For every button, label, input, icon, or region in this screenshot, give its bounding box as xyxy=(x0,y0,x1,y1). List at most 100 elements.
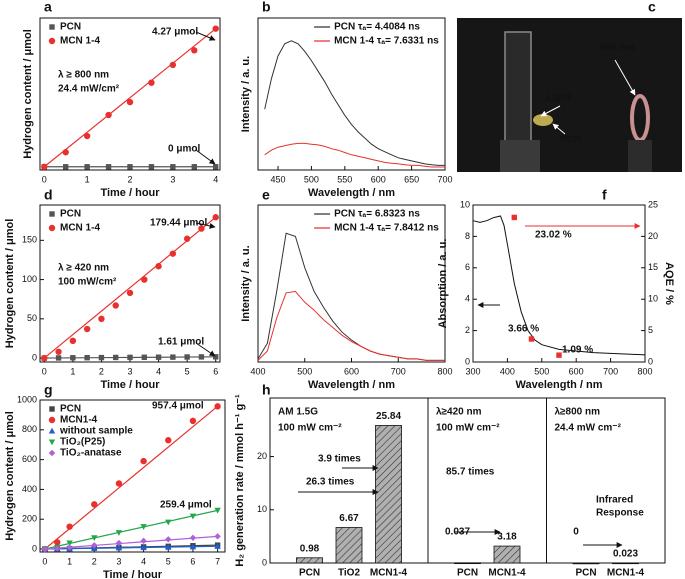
panel-label: e xyxy=(262,187,270,203)
marker xyxy=(112,302,119,309)
marker xyxy=(140,457,147,465)
x-tick-label: 3 xyxy=(127,366,132,376)
series-line xyxy=(257,290,445,361)
annotation: Response xyxy=(596,508,644,519)
annotation: 3.9 times xyxy=(318,454,361,465)
x-tick-label: 800 xyxy=(637,366,652,376)
marker xyxy=(213,164,219,170)
annotation: 259.4 μmol xyxy=(160,500,212,511)
marker xyxy=(191,47,198,54)
marker xyxy=(126,289,134,297)
x-axis-label: Wavelength / nm xyxy=(308,187,395,199)
annotation: Light xyxy=(546,93,571,104)
annotation: λ ≥ 420 nm xyxy=(58,263,109,274)
x-axis-label: Wavelength / nm xyxy=(516,379,603,391)
arrow xyxy=(195,222,216,229)
marker xyxy=(213,354,219,360)
x-tick-label: PCN xyxy=(457,568,478,579)
legend-label: PCN xyxy=(60,209,81,220)
marker xyxy=(170,354,176,360)
x-tick-label: 5 xyxy=(166,556,171,566)
x-tick-label: 0 xyxy=(42,366,47,376)
y-axis-label: Hydrogen content / μmol xyxy=(4,411,16,541)
y-axis-label: Intensity / a. u. xyxy=(240,245,252,321)
marker xyxy=(41,545,49,553)
marker xyxy=(48,427,56,434)
marker xyxy=(189,543,197,550)
marker xyxy=(49,406,55,412)
x-tick-label: PCN xyxy=(299,568,320,579)
holder xyxy=(500,140,540,172)
marker xyxy=(115,530,123,536)
plot-frame xyxy=(257,17,446,171)
y-tick-label: 0 xyxy=(465,356,470,366)
x-tick-label: 2 xyxy=(99,366,104,376)
annotation: 1.09 % xyxy=(562,345,593,356)
x-tick-label: 500 xyxy=(297,366,312,376)
marker xyxy=(49,211,55,217)
legend-label: without sample xyxy=(59,426,133,437)
marker xyxy=(155,354,162,360)
plot-frame xyxy=(39,399,226,553)
group-label: λ≥420 nm xyxy=(436,407,482,418)
group-label: AM 1.5G xyxy=(278,407,318,418)
group-note: 100 mW cm⁻² xyxy=(436,423,500,434)
marker xyxy=(70,355,76,361)
marker xyxy=(212,25,219,32)
marker xyxy=(140,537,147,545)
annotation: λ ≥ 800 nm xyxy=(58,70,109,81)
x-tick-label: 4 xyxy=(213,174,218,184)
x-tick-label: 700 xyxy=(437,174,452,184)
x-axis-label: Time / hour xyxy=(100,187,160,199)
legend-label: PCN τₐ= 4.4084 ns xyxy=(334,22,420,33)
marker xyxy=(49,24,55,30)
legend-label: MCN1-4 xyxy=(60,415,98,426)
bar-value-label: 0.023 xyxy=(613,549,638,560)
x-tick-label: 7 xyxy=(215,556,220,566)
marker xyxy=(556,352,562,358)
marker xyxy=(66,544,73,551)
x-tick-label: 2 xyxy=(127,174,132,184)
marker xyxy=(66,540,73,547)
marker xyxy=(189,534,197,542)
annotation: 800 nm xyxy=(600,43,635,54)
x-tick-label: 450 xyxy=(271,174,286,184)
x-tick-label: 3 xyxy=(170,174,175,184)
marker xyxy=(41,354,48,362)
lamp-base xyxy=(628,140,652,172)
x-tick-label: 650 xyxy=(404,174,419,184)
bar xyxy=(335,527,363,564)
panel-label: g xyxy=(44,382,53,398)
y2-tick-label: 20 xyxy=(648,231,658,241)
group-note: 24.4 mW cm⁻² xyxy=(555,423,622,434)
annotation: 179.44 μmol xyxy=(150,218,207,229)
marker xyxy=(48,224,56,232)
y-tick-label: 4 xyxy=(465,294,470,304)
panel-label: a xyxy=(44,0,52,15)
x-tick-label: 3 xyxy=(116,556,121,566)
plot-frame xyxy=(472,204,646,363)
y-axis-label: H₂ generation rate / mmol h⁻¹ g⁻¹ xyxy=(234,394,246,567)
y-tick-label: 6 xyxy=(465,262,470,272)
x-tick-label: PCN xyxy=(575,568,596,579)
bar-value-label: 0.98 xyxy=(300,543,320,554)
panel-label: d xyxy=(44,187,53,203)
annotation: 24.4 mW/cm² xyxy=(58,84,120,95)
legend-label: PCN xyxy=(60,404,81,415)
y-tick-label: 20 xyxy=(257,451,267,461)
annotation: 0 μmol xyxy=(168,144,200,155)
x-tick-label: 4 xyxy=(141,556,146,566)
marker xyxy=(105,111,112,119)
marker xyxy=(127,354,133,361)
x-tick-label: MCN1-4 xyxy=(488,568,526,579)
marker xyxy=(189,417,197,425)
annotation: 4.27 μmol xyxy=(152,27,198,38)
x-axis-label: Wavelength / nm xyxy=(308,379,395,391)
marker xyxy=(113,354,119,361)
marker xyxy=(169,250,177,257)
y2-tick-label: 10 xyxy=(648,294,658,304)
fit-line xyxy=(44,509,218,550)
marker xyxy=(214,403,221,410)
y-tick-label: 150 xyxy=(22,235,37,245)
series-line xyxy=(472,215,646,356)
